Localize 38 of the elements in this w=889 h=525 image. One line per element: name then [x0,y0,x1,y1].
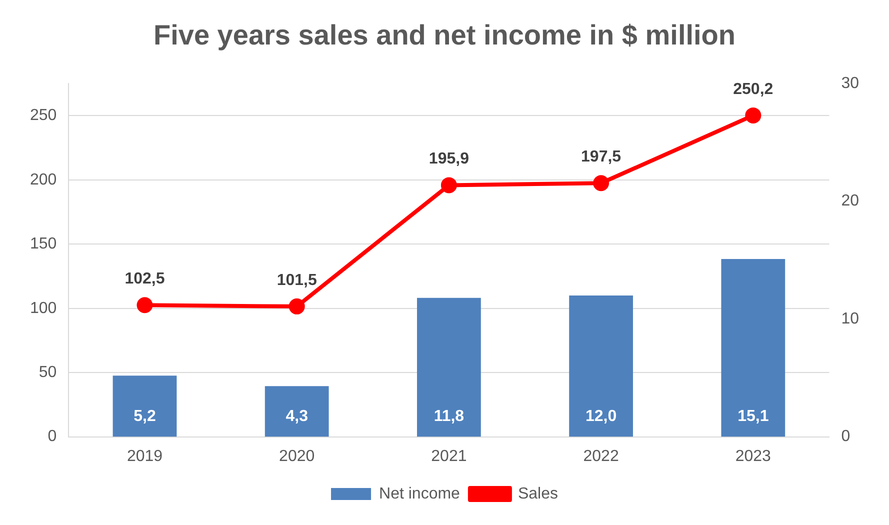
chart-title: Five years sales and net income in $ million [154,20,736,51]
x-tick-label: 2019 [126,448,163,465]
y-tick-label: 100 [30,300,57,317]
x-tick-label: 2023 [735,448,772,465]
point [745,107,762,124]
x-tick-label: 2022 [583,448,619,465]
point [288,298,305,314]
y2-tick-label: 0 [841,428,850,446]
data-label: 15,1 [738,408,769,426]
x-tick-label: 2020 [279,448,315,465]
y-tick-label: 250 [30,107,57,124]
legend-label: Net income [379,485,460,502]
data-label: 4,3 [286,408,308,426]
y2-tick-label: 20 [841,192,860,210]
legend-label: Sales [518,485,558,502]
bar [721,259,786,437]
point [440,177,457,194]
data-label: 12,0 [585,408,617,426]
data-label: 197,5 [581,148,622,166]
y2-tick-label: 30 [841,75,860,92]
data-label: 250,2 [733,80,774,98]
x-tick-label: 2021 [431,448,467,465]
data-label: 102,5 [124,270,165,288]
data-label: 101,5 [276,272,317,289]
point [136,297,153,314]
bar [569,296,633,437]
data-label: 5,2 [134,408,156,426]
point [593,175,610,192]
bar [264,386,329,437]
data-label: 195,9 [428,150,470,168]
y-tick-label: 200 [30,171,57,188]
y-tick-label: 50 [38,364,57,381]
bar [417,298,481,437]
data-label: 11,8 [434,408,464,426]
y2-tick-label: 10 [841,310,860,328]
y-tick-label: 150 [30,236,57,253]
bar [112,376,177,437]
y-tick-label: 0 [48,428,57,446]
